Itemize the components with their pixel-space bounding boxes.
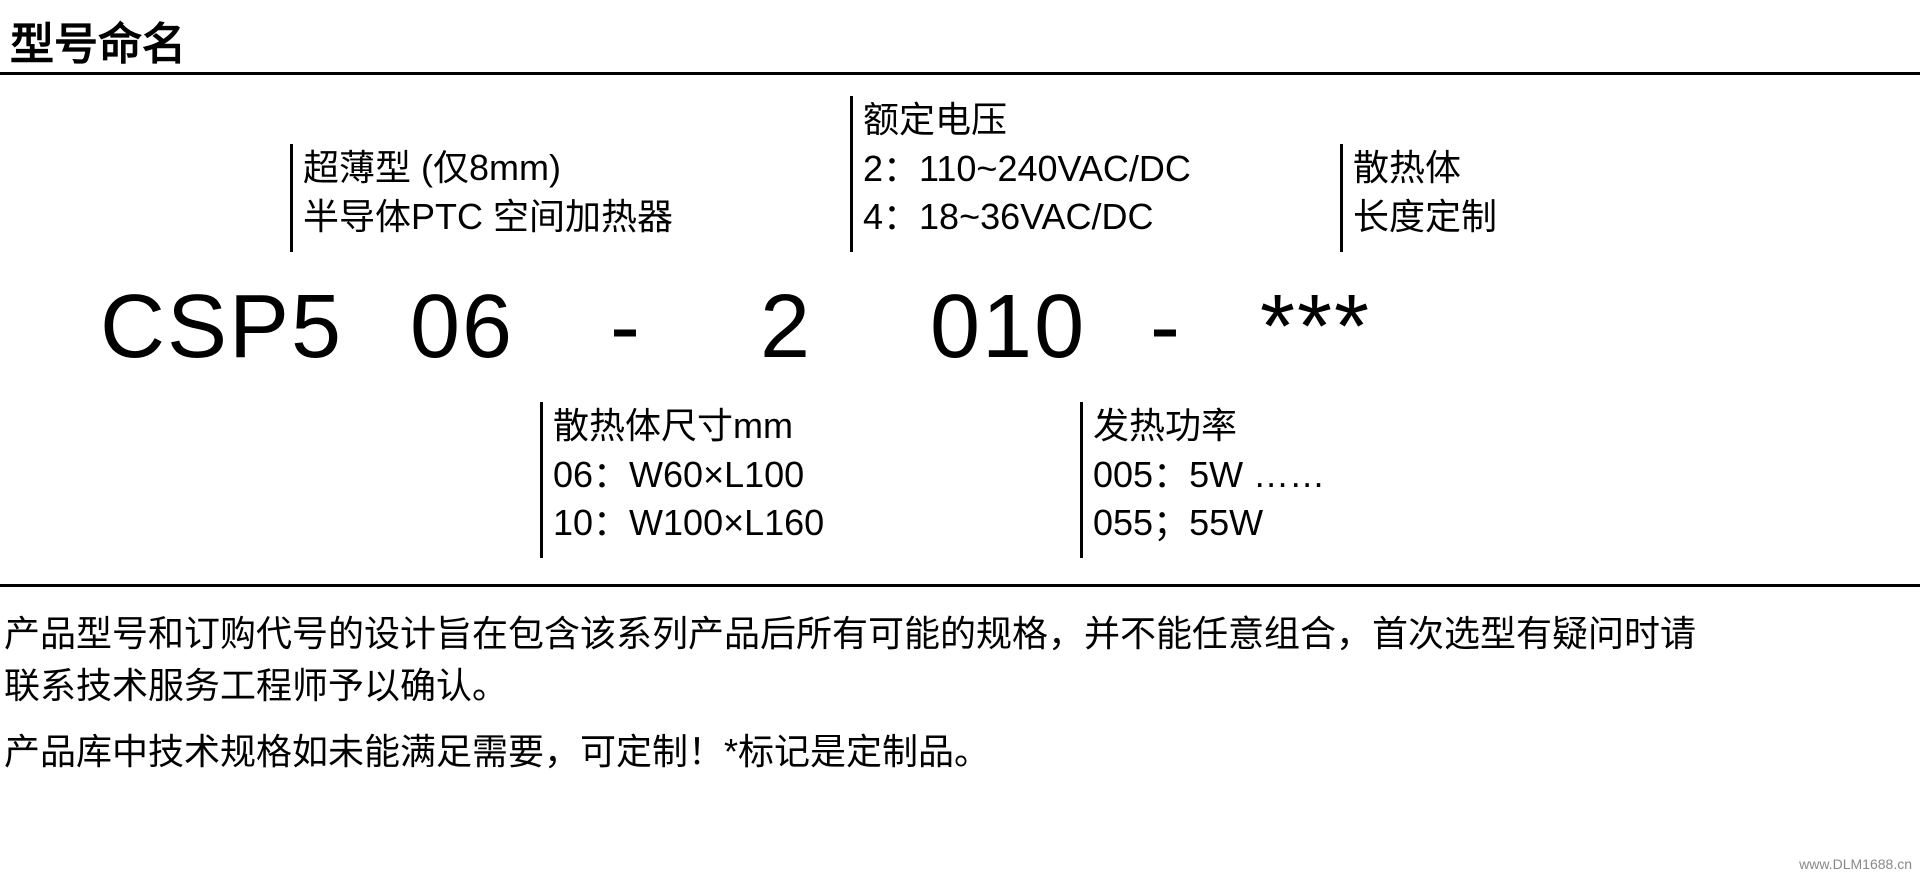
top-divider <box>0 72 1920 75</box>
annotation-line: 长度定制 <box>1353 193 1497 242</box>
annotation-line: 005：5W …… <box>1093 451 1325 500</box>
annotation-line: 4：18~36VAC/DC <box>863 193 1191 242</box>
annotation-heatsink-length: 散热体 长度定制 <box>1340 144 1497 252</box>
annotation-product-type: 超薄型 (仅8mm) 半导体PTC 空间加热器 <box>290 144 673 252</box>
footnote-paragraph: 产品库中技术规格如未能满足需要，可定制！*标记是定制品。 <box>4 726 1724 778</box>
model-seg-size: 06 <box>410 276 514 379</box>
model-dash: - <box>610 276 642 379</box>
annotation-heating-power: 发热功率 005：5W …… 055；55W <box>1080 402 1325 558</box>
model-dash: - <box>1150 276 1182 379</box>
annotation-line: 额定电压 <box>863 96 1191 145</box>
footnote-paragraph: 产品型号和订购代号的设计旨在包含该系列产品后所有可能的规格，并不能任意组合，首次… <box>4 608 1724 712</box>
model-seg-power: 010 <box>930 276 1086 379</box>
annotation-line: 超薄型 (仅8mm) <box>303 144 673 193</box>
model-seg-voltage: 2 <box>760 276 812 379</box>
model-seg-custom: *** <box>1260 276 1371 379</box>
annotation-line: 2：110~240VAC/DC <box>863 145 1191 194</box>
model-seg-prefix: CSP5 <box>100 276 343 379</box>
watermark-text: www.DLM1688.cn <box>1799 856 1912 872</box>
bottom-divider <box>0 584 1920 587</box>
annotation-rated-voltage: 额定电压 2：110~240VAC/DC 4：18~36VAC/DC <box>850 96 1191 252</box>
annotation-heatsink-size: 散热体尺寸mm 06：W60×L100 10：W100×L160 <box>540 402 824 558</box>
annotation-line: 055；55W <box>1093 499 1325 548</box>
annotation-line: 发热功率 <box>1093 402 1325 451</box>
annotation-line: 半导体PTC 空间加热器 <box>303 193 673 242</box>
annotation-line: 10：W100×L160 <box>553 499 824 548</box>
page-title: 型号命名 <box>10 8 186 72</box>
annotation-line: 06：W60×L100 <box>553 451 824 500</box>
annotation-line: 散热体尺寸mm <box>553 402 824 451</box>
annotation-line: 散热体 <box>1353 144 1497 193</box>
